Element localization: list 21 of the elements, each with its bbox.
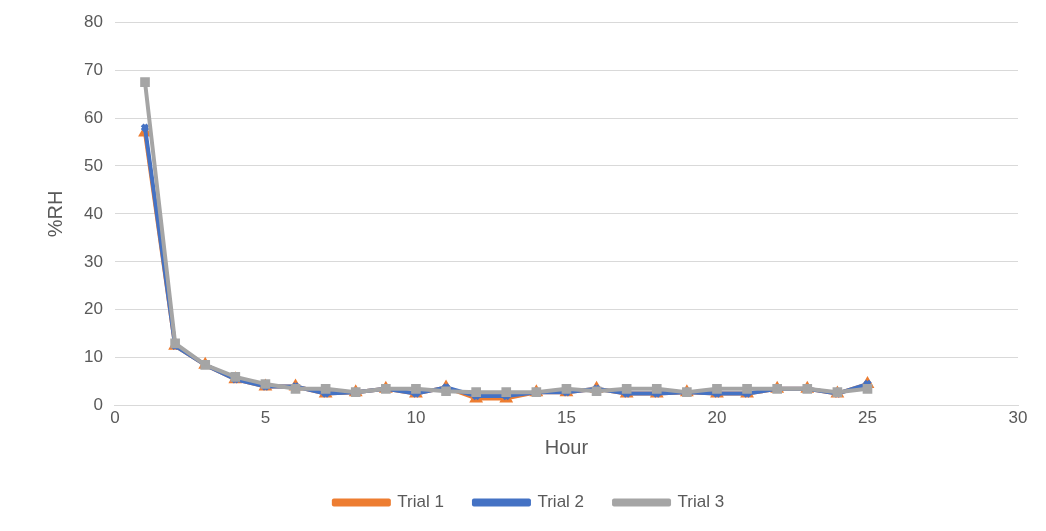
- y-tick-label: 80: [83, 11, 103, 31]
- legend-label: Trial 3: [677, 492, 725, 512]
- x-tick-label: 0: [110, 408, 120, 428]
- x-tick-label: 30: [1008, 408, 1028, 428]
- x-tick-label: 25: [858, 408, 877, 428]
- legend-label: Trial 2: [537, 492, 585, 512]
- y-tick-label: 40: [83, 203, 103, 223]
- y-tick-label: 60: [83, 107, 103, 127]
- y-tick-label: 0: [93, 395, 103, 415]
- x-axis-title: Hour: [544, 435, 589, 458]
- y-tick-label: 70: [83, 59, 103, 79]
- y-tick-label: 50: [83, 155, 103, 175]
- x-tick-label: 15: [556, 408, 576, 428]
- y-axis-title: %RH: [43, 190, 66, 238]
- x-tick-label: 5: [260, 408, 271, 428]
- y-tick-label: 30: [83, 251, 103, 271]
- legend-label: Trial 1: [397, 492, 444, 512]
- x-tick-label: 10: [406, 408, 426, 428]
- y-tick-label: 10: [83, 347, 103, 367]
- y-tick-label: 20: [83, 299, 103, 319]
- x-tick-label: 20: [707, 408, 727, 428]
